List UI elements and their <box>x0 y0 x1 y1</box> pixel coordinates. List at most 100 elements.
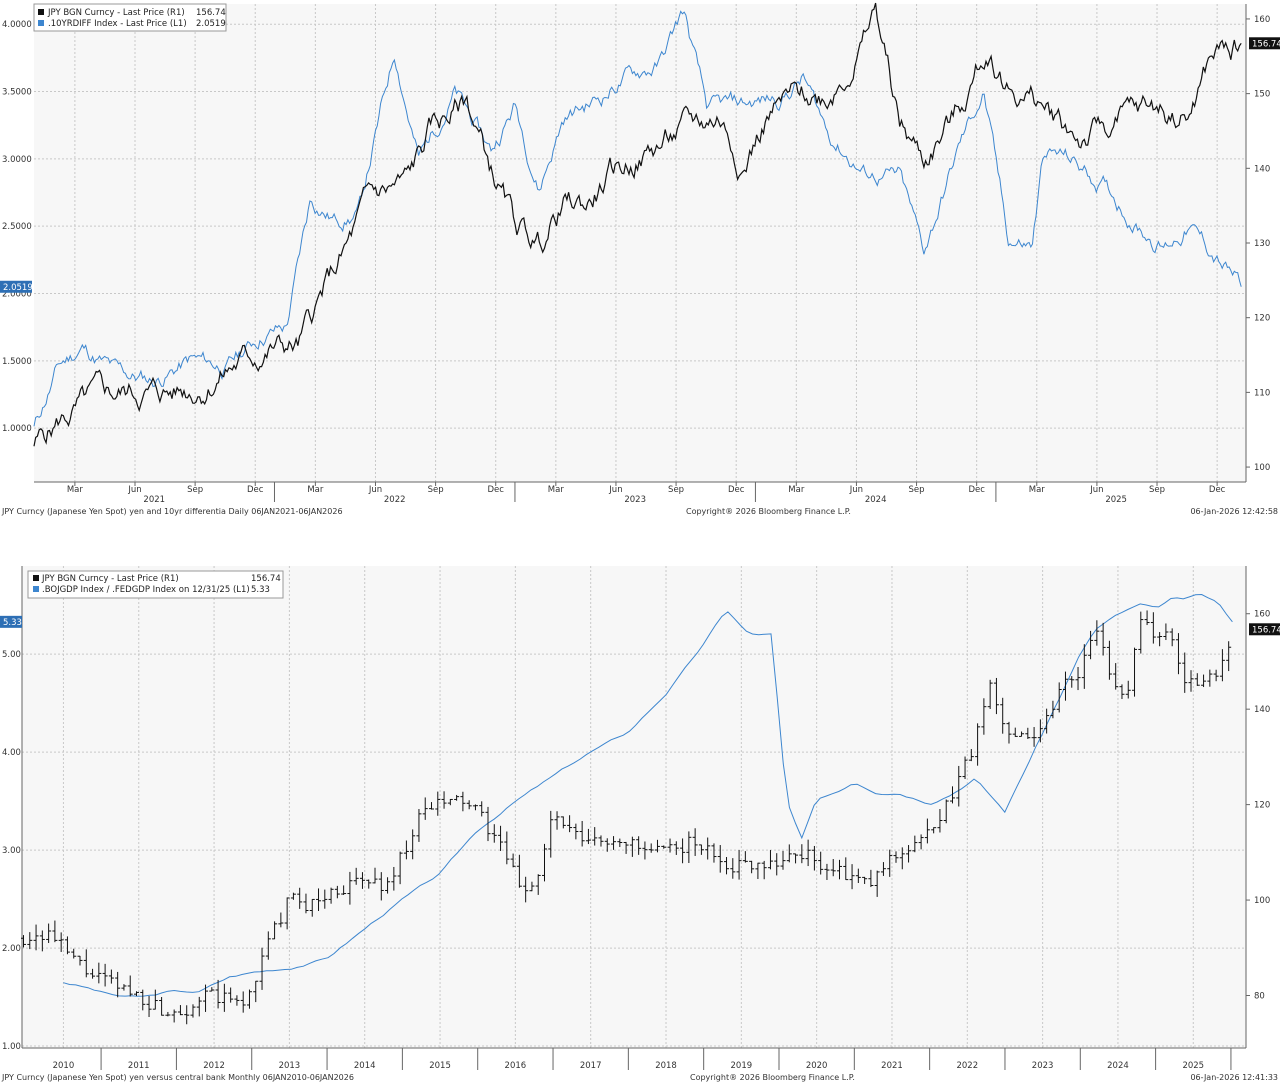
top-legend-diff-value: 2.0519 <box>196 19 226 29</box>
bottom-yen-bars <box>21 610 1232 1025</box>
bottom-year-label: 2019 <box>731 1061 753 1071</box>
bottom-left-tick-label: 4.00 <box>2 748 21 758</box>
bottom-legend-yen-swatch <box>33 575 39 581</box>
top-year-label: 2025 <box>1105 495 1127 505</box>
bottom-chart: 1.00 2.00 3.00 4.00 5.00 80 100 120 140 160 2010… <box>0 566 1280 1082</box>
bottom-left-tick-label: 1.00 <box>2 1042 21 1052</box>
top-month-label: Mar <box>788 485 805 495</box>
bottom-legend-box <box>27 570 284 599</box>
bottom-year-label: 2012 <box>203 1061 225 1071</box>
top-plot-area <box>34 4 1246 482</box>
top-month-label: Sep <box>1149 485 1165 495</box>
top-footer-description: JPY Curncy (Japanese Yen Spot) yen and 1… <box>1 507 343 516</box>
top-right-axis: 100 110 120 130 140 150 160 <box>1246 15 1270 473</box>
top-yen-line <box>33 2 1242 447</box>
top-month-label: Sep <box>668 485 684 495</box>
bottom-year-label: 2025 <box>1182 1061 1204 1071</box>
bottom-year-label: 2015 <box>429 1061 451 1071</box>
top-month-label: Mar <box>307 485 324 495</box>
top-series-group <box>33 2 1242 447</box>
bottom-left-last-tag-bg <box>0 615 22 628</box>
top-month-label: Jun <box>368 485 382 495</box>
top-month-label: Jun <box>127 485 141 495</box>
top-month-label: Dec <box>728 485 745 495</box>
top-legend-diff-label: .10YRDIFF Index - Last Price (L1) <box>48 19 187 29</box>
top-right-tick-label: 120 <box>1254 314 1270 324</box>
bottom-left-axis: 1.00 2.00 3.00 4.00 5.00 <box>2 650 21 1052</box>
top-right-tick-label: 150 <box>1254 90 1270 100</box>
bottom-left-tick-label: 3.00 <box>2 846 21 856</box>
top-month-label: Sep <box>909 485 925 495</box>
top-left-last-value: 2.0519 <box>3 283 33 293</box>
top-grid <box>34 4 1246 482</box>
bottom-right-last-tag-bg <box>1249 623 1280 636</box>
bottom-right-tick-label: 120 <box>1254 801 1270 811</box>
top-left-tick-label: 2.0000 <box>2 289 32 299</box>
bottom-year-label: 2024 <box>1107 1061 1129 1071</box>
top-legend-yen-swatch <box>38 9 44 15</box>
bottom-left-tick-label: 2.00 <box>2 944 21 954</box>
bottom-x-axis: 2010 2011 2012 2013 2014 2015 2016 2017 2018 2019… <box>53 1048 1232 1071</box>
bottom-legend-ratio-value: 5.33 <box>251 585 270 595</box>
bottom-footer-description: JPY Curncy (Japanese Yen Spot) yen versu… <box>1 1073 354 1082</box>
top-right-tick-label: 140 <box>1254 164 1270 174</box>
top-right-last-tag-bg <box>1249 37 1280 50</box>
bottom-legend-yen-value: 156.74 <box>251 574 281 584</box>
bottom-right-tick-label: 140 <box>1254 705 1270 715</box>
bottom-left-tick-label: 5.00 <box>2 650 21 660</box>
bottom-year-label: 2013 <box>279 1061 301 1071</box>
bottom-year-label: 2023 <box>1032 1061 1054 1071</box>
top-right-tick-label: 160 <box>1254 15 1270 25</box>
top-legend-yen-value: 156.74 <box>196 8 226 18</box>
top-month-label: Sep <box>428 485 444 495</box>
top-right-tick-label: 110 <box>1254 388 1270 398</box>
top-year-label: 2024 <box>865 495 887 505</box>
top-month-label: Mar <box>1029 485 1046 495</box>
bottom-legend-ratio-label: .BOJGDP Index / .FEDGDP Index on 12/31/2… <box>42 585 250 595</box>
top-left-axis: 1.0000 1.5000 2.0000 2.5000 3.0000 3.5000 4.00… <box>2 20 32 434</box>
top-left-tick-label: 3.5000 <box>2 88 32 98</box>
top-month-label: Sep <box>187 485 203 495</box>
top-year-label: 2021 <box>143 495 165 505</box>
top-year-label: 2022 <box>384 495 406 505</box>
top-right-tick-label: 130 <box>1254 239 1270 249</box>
bottom-legend-yen-label: JPY BGN Curncy - Last Price (R1) <box>41 574 179 584</box>
bottom-grid <box>22 566 1246 1048</box>
bottom-plot-area <box>22 566 1246 1048</box>
top-chart: 1.0000 1.5000 2.0000 2.5000 3.0000 3.5000 4.00… <box>0 2 1280 516</box>
bottom-year-label: 2010 <box>53 1061 75 1071</box>
top-month-label: Mar <box>67 485 84 495</box>
bottom-legend-ratio-swatch <box>33 586 39 592</box>
top-month-label: Dec <box>247 485 264 495</box>
bottom-right-axis: 80 100 120 140 160 <box>1246 610 1270 1002</box>
bottom-legend: JPY BGN Curncy - Last Price (R1) 156.74 … <box>27 570 284 599</box>
bottom-year-label: 2018 <box>655 1061 677 1071</box>
top-month-label: Mar <box>548 485 565 495</box>
bottom-series-group <box>21 593 1233 1025</box>
top-legend-diff-swatch <box>38 20 44 26</box>
bottom-footer-timestamp: 06-Jan-2026 12:41:33 <box>1190 1073 1278 1082</box>
bottom-year-label: 2020 <box>806 1061 828 1071</box>
bottom-right-last-tag: 156.74 <box>1249 623 1280 636</box>
top-month-label: Dec <box>1209 485 1226 495</box>
bottom-ratio-line <box>63 593 1233 997</box>
top-right-last-tag: 156.74 <box>1249 37 1280 50</box>
top-month-label: Dec <box>968 485 985 495</box>
top-right-tick-label: 100 <box>1254 463 1270 473</box>
top-footer-copyright: Copyright® 2026 Bloomberg Finance L.P. <box>686 507 851 516</box>
top-footer-timestamp: 06-Jan-2026 12:42:58 <box>1190 507 1278 516</box>
bottom-left-last-value: 5.33 <box>3 618 22 628</box>
top-diff-line <box>33 10 1242 427</box>
bottom-year-label: 2022 <box>956 1061 978 1071</box>
top-month-label: Jun <box>849 485 863 495</box>
top-left-tick-label: 1.5000 <box>2 357 32 367</box>
top-year-label: 2023 <box>624 495 646 505</box>
top-left-tick-label: 3.0000 <box>2 155 32 165</box>
bottom-right-tick-label: 160 <box>1254 610 1270 620</box>
bottom-right-tick-label: 100 <box>1254 896 1270 906</box>
bottom-year-label: 2021 <box>881 1061 903 1071</box>
bottom-year-label: 2014 <box>354 1061 376 1071</box>
bottom-right-tick-label: 80 <box>1254 992 1265 1002</box>
top-x-axis: Mar Jun Sep Dec Mar Jun Sep Dec Mar Jun Sep Dec Mar J… <box>67 482 1226 505</box>
